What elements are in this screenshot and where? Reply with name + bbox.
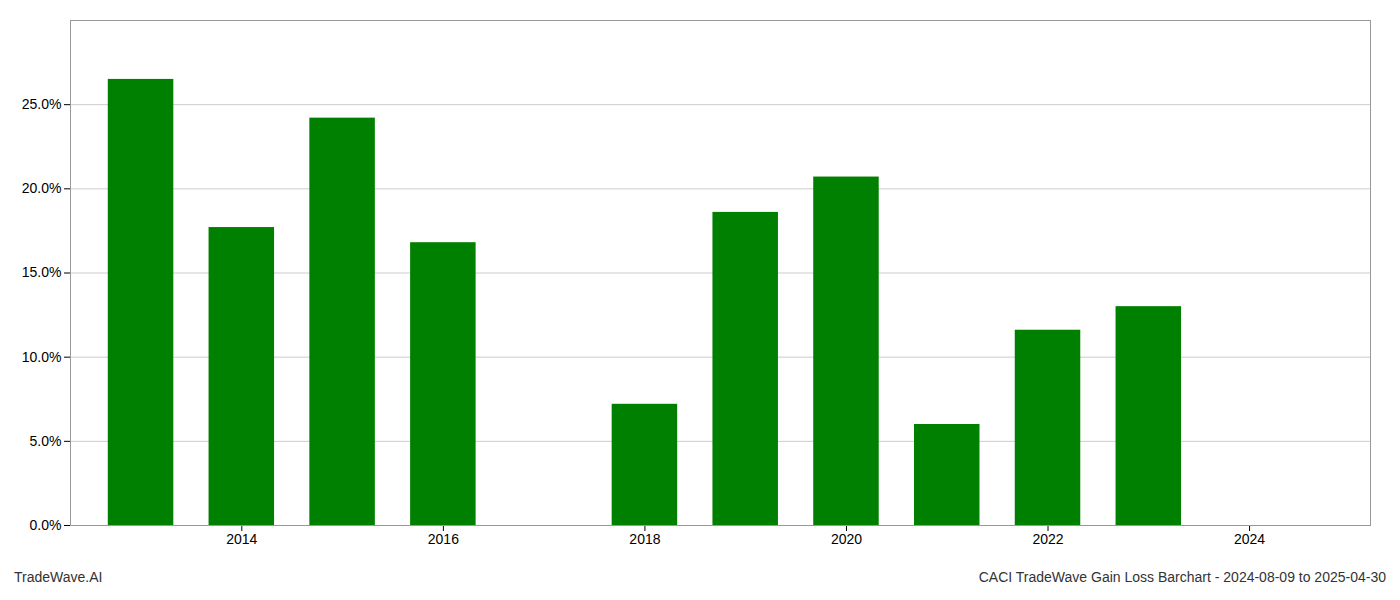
html-text:CACI TradeWave Gain Loss Barch: CACI TradeWave Gain Loss Barchart - 2024… <box>978 569 1386 585</box>
svg-text:2014: 2014 <box>226 531 257 547</box>
svg-text:10.0%: 10.0% <box>22 349 62 365</box>
svg-text:2016: 2016 <box>428 531 459 547</box>
svg-text:0.0%: 0.0% <box>30 517 62 533</box>
svg-text:25.0%: 25.0% <box>22 96 62 112</box>
svg-text:2022: 2022 <box>1032 531 1063 547</box>
html-text:TradeWave.AI: TradeWave.AI <box>14 569 103 585</box>
svg-text:5.0%: 5.0% <box>30 433 62 449</box>
svg-text:20.0%: 20.0% <box>22 180 62 196</box>
svg-text:2018: 2018 <box>629 531 660 547</box>
svg-text:2020: 2020 <box>831 531 862 547</box>
svg-text:15.0%: 15.0% <box>22 264 62 280</box>
svg-text:2024: 2024 <box>1234 531 1265 547</box>
